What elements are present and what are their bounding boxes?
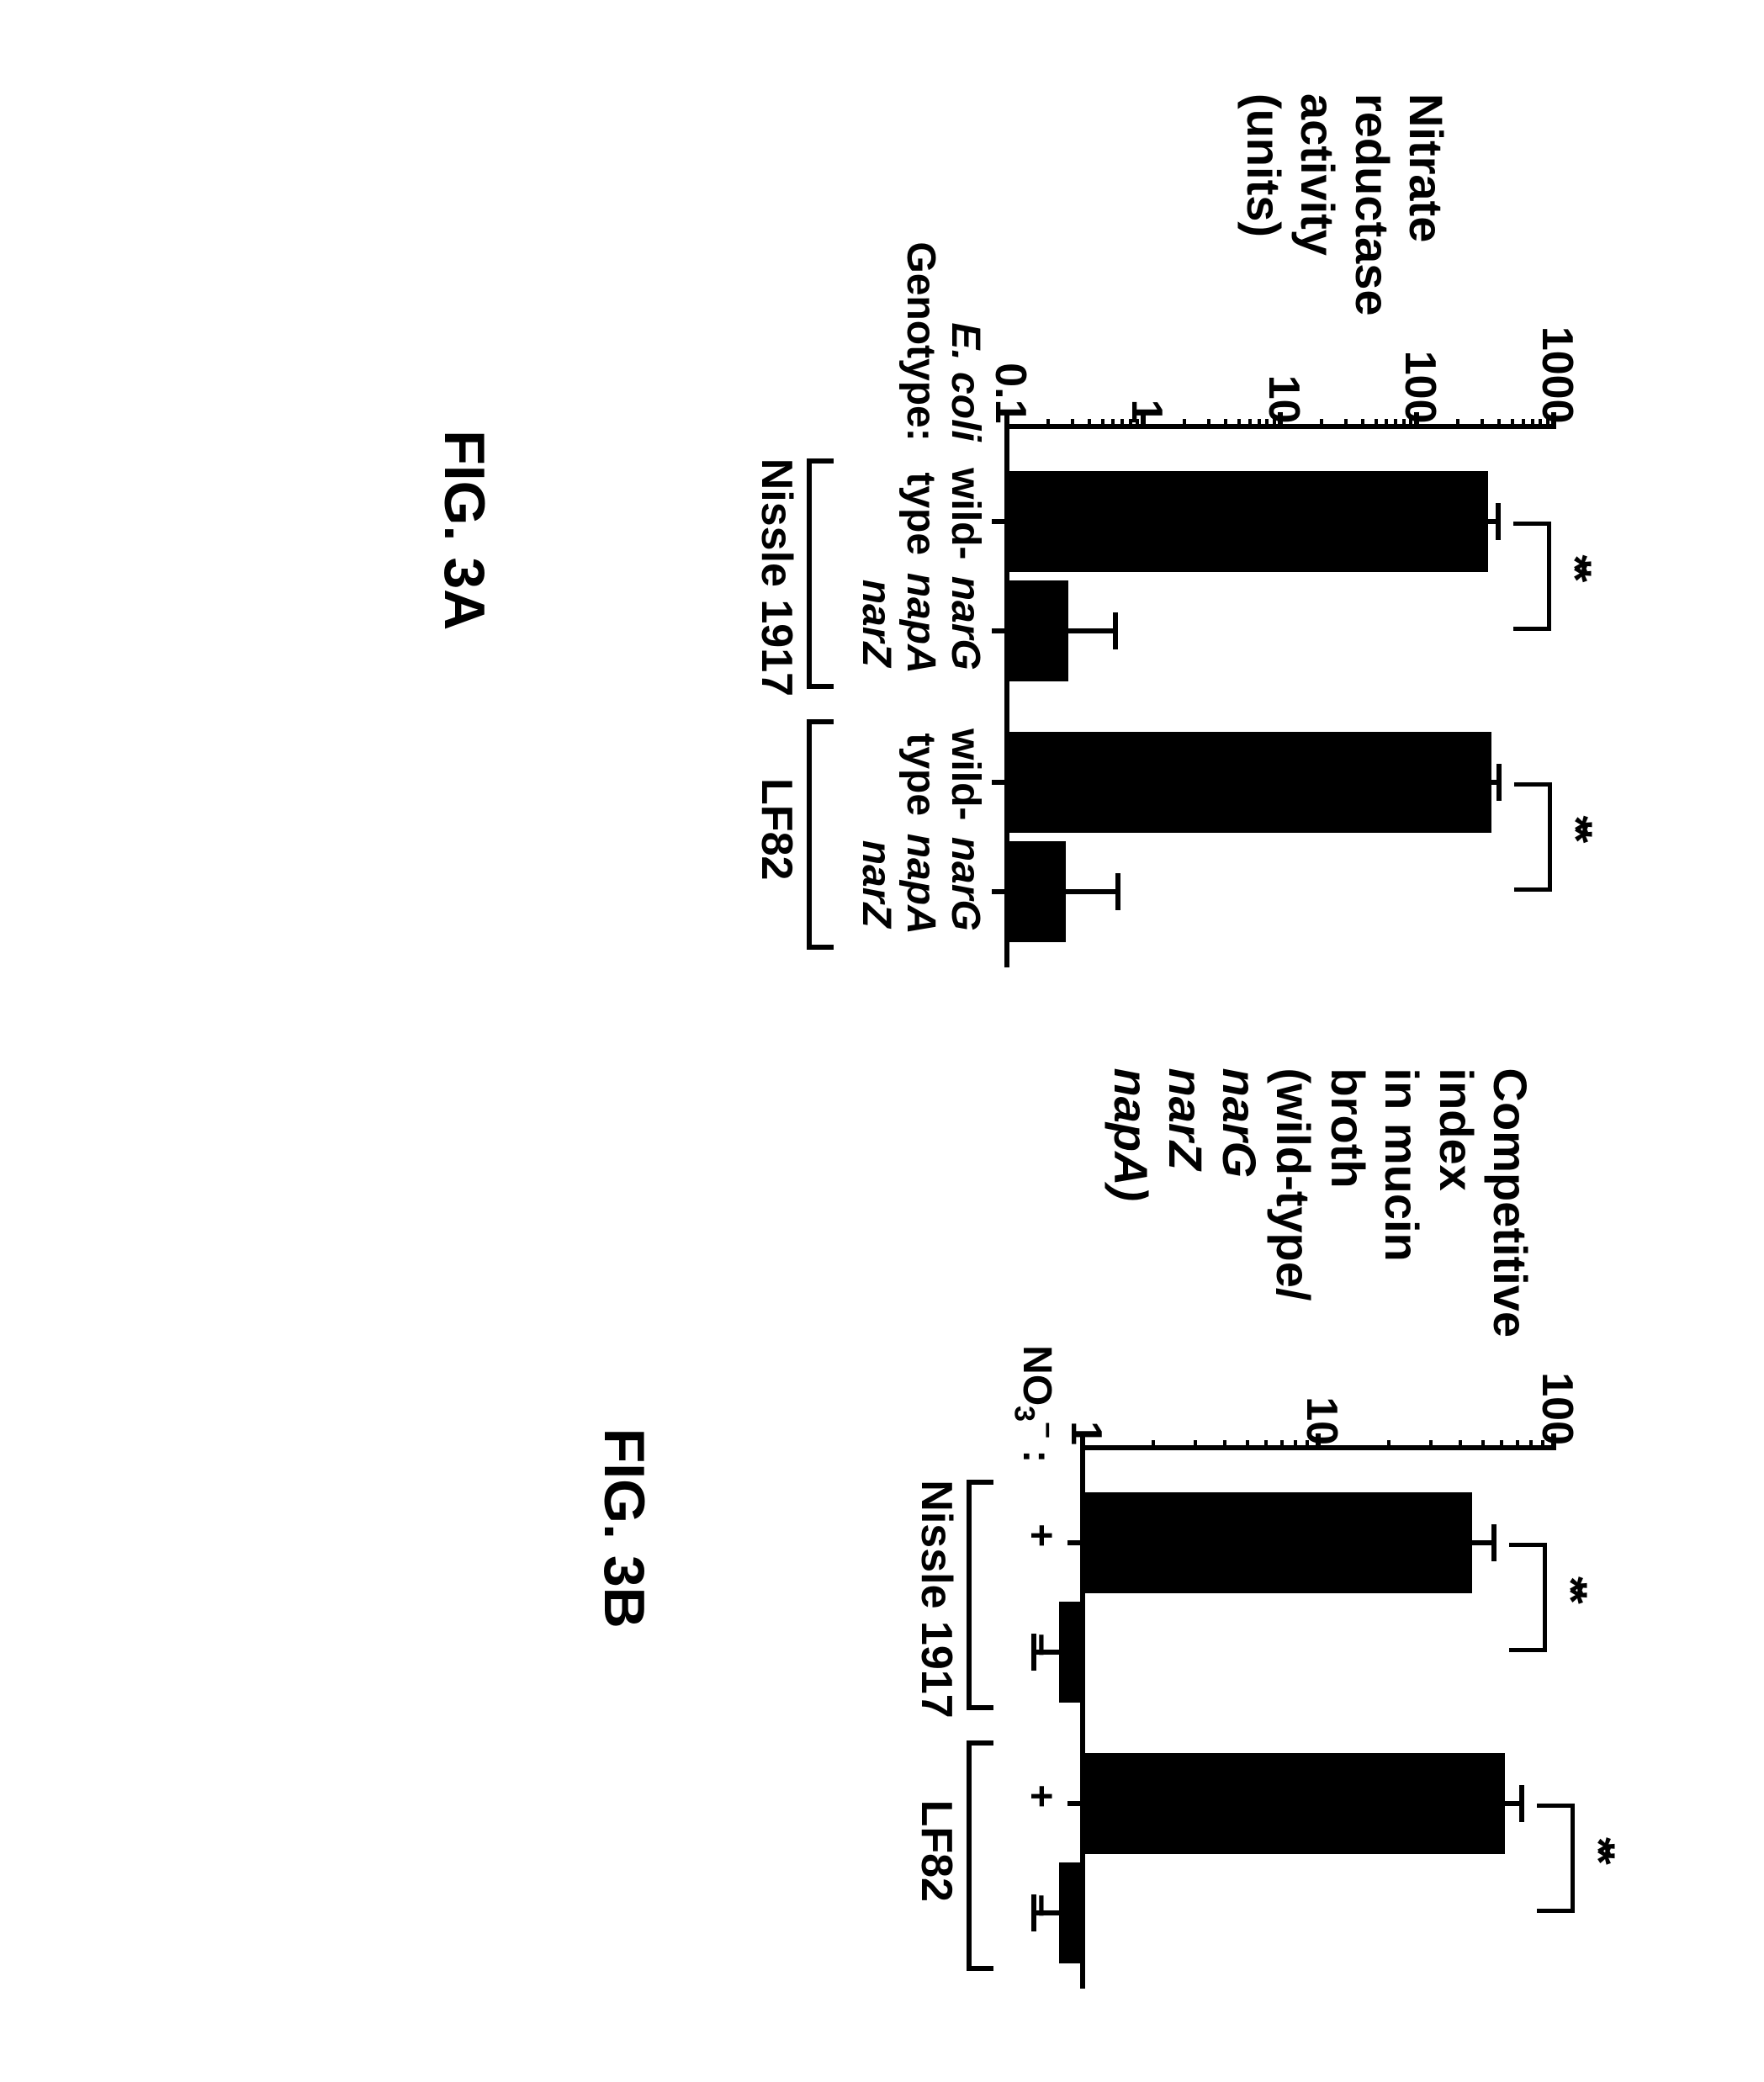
strain-label: Nissle 1917 [751,458,802,679]
ylabel-line: napA) [1104,1068,1157,1338]
ytick-label: 10 [1296,1396,1347,1445]
chart-b-xlabels: NO3− :+−+− [993,1075,1069,1981]
chart-a-ylabel: Nitratereductaseactivity(units) [1236,93,1554,316]
chart-a-plot: **** [1007,424,1554,967]
significance-stars: ** [1544,1576,1598,1596]
strain-bracket [807,719,834,950]
bar [1007,471,1488,572]
bar [1007,732,1491,833]
x-category-label: narGnapAnarZ [854,556,987,691]
fig-label-b: FIG. 3B [591,1428,657,1629]
strain-bracket [807,458,834,689]
significance-stars: ** [1549,816,1603,835]
chart-b-block: Competitiveindexin mucinbroth(wild-type/… [432,1068,1554,1989]
bar [1007,841,1066,942]
ylabel-line: Nitrate [1399,93,1453,316]
strain-bracket [967,1480,993,1710]
chart-a-yaxis-ticks: 0.11101001000 [1007,325,1554,424]
x-prefix: E. coliGenotype: [898,101,987,442]
chart-b-ylabel: Competitiveindexin mucinbroth(wild-type/… [1104,1068,1554,1338]
ytick-label: 100 [1532,1372,1582,1445]
ytick-label: 10 [1258,375,1309,424]
ylabel-line: (wild-type/ [1266,1068,1320,1338]
ylabel-line: narZ [1157,1068,1211,1338]
bar [1083,1753,1505,1854]
x-category-label: narGnapAnarZ [854,817,987,951]
ylabel-line: reductase [1344,93,1398,316]
strain-label: Nissle 1917 [911,1480,961,1700]
ylabel-line: narG [1212,1068,1266,1338]
chart-b-strain-row: Nissle 1917 LF82 [876,1075,993,1981]
chart-b-plot: **** [1083,1445,1554,1989]
chart-a-xlabels: E. coliGenotype:wild-typenarGnapAnarZwil… [834,101,993,960]
ylabel-line: activity [1290,93,1344,316]
ytick-label: 100 [1396,351,1446,424]
ylabel-line: (units) [1236,93,1290,316]
fig-label-a: FIG. 3A [432,430,497,630]
bar [1083,1492,1472,1593]
chart-b-yaxis-ticks: 110100 [1083,1346,1554,1445]
significance-stars: ** [1572,1837,1626,1857]
strain-label: LF82 [751,719,802,940]
ylabel-line: Competitive [1483,1068,1537,1338]
x-prefix: NO3− : [1008,1075,1062,1463]
ytick-label: 1000 [1532,326,1582,424]
chart-a-block: Nitratereductaseactivity(units) 0.111010… [432,93,1554,967]
strain-bracket [967,1740,993,1971]
bar [1007,580,1068,681]
ylabel-line: broth [1320,1068,1374,1338]
strain-label: LF82 [911,1740,961,1961]
x-category-label: − [1018,1577,1062,1712]
significance-stars: ** [1549,555,1602,575]
ylabel-line: in mucin [1375,1068,1428,1338]
x-category-label: − [1018,1838,1062,1973]
chart-a-strain-row: Nissle 1917 LF82 [716,101,834,960]
ylabel-line: index [1428,1068,1482,1338]
